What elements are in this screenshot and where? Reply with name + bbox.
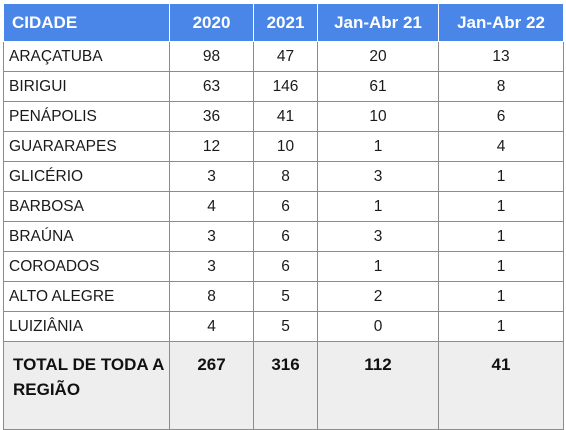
city-cell: BIRIGUI xyxy=(3,71,170,102)
header-cidade: CIDADE xyxy=(3,3,170,42)
table-row: LUIZIÂNIA 4 5 0 1 xyxy=(3,311,564,342)
table-row: BIRIGUI 63 146 61 8 xyxy=(3,71,564,102)
value-cell: 98 xyxy=(169,41,254,72)
value-cell: 4 xyxy=(438,131,564,162)
total-value: 112 xyxy=(317,341,439,430)
city-data-table: CIDADE 2020 2021 Jan-Abr 21 Jan-Abr 22 A… xyxy=(3,3,564,430)
table-row: BARBOSA 4 6 1 1 xyxy=(3,191,564,222)
value-cell: 1 xyxy=(438,281,564,312)
value-cell: 1 xyxy=(317,131,439,162)
value-cell: 0 xyxy=(317,311,439,342)
value-cell: 47 xyxy=(253,41,318,72)
header-jan-abr-21: Jan-Abr 21 xyxy=(317,3,439,42)
value-cell: 12 xyxy=(169,131,254,162)
total-row: TOTAL DE TODA A REGIÃO 267 316 112 41 xyxy=(3,341,564,430)
table-row: GLICÉRIO 3 8 3 1 xyxy=(3,161,564,192)
total-value: 41 xyxy=(438,341,564,430)
city-cell: ALTO ALEGRE xyxy=(3,281,170,312)
value-cell: 6 xyxy=(253,251,318,282)
value-cell: 6 xyxy=(253,191,318,222)
city-cell: ARAÇATUBA xyxy=(3,41,170,72)
value-cell: 4 xyxy=(169,191,254,222)
value-cell: 3 xyxy=(169,251,254,282)
value-cell: 2 xyxy=(317,281,439,312)
city-cell: PENÁPOLIS xyxy=(3,101,170,132)
table-row: ARAÇATUBA 98 47 20 13 xyxy=(3,41,564,72)
value-cell: 4 xyxy=(169,311,254,342)
city-cell: COROADOS xyxy=(3,251,170,282)
value-cell: 6 xyxy=(253,221,318,252)
city-cell: LUIZIÂNIA xyxy=(3,311,170,342)
total-label: TOTAL DE TODA A REGIÃO xyxy=(3,341,170,430)
header-row: CIDADE 2020 2021 Jan-Abr 21 Jan-Abr 22 xyxy=(3,3,564,42)
header-jan-abr-22: Jan-Abr 22 xyxy=(438,3,564,42)
value-cell: 3 xyxy=(169,161,254,192)
value-cell: 5 xyxy=(253,281,318,312)
value-cell: 10 xyxy=(253,131,318,162)
value-cell: 1 xyxy=(438,191,564,222)
value-cell: 1 xyxy=(438,311,564,342)
value-cell: 36 xyxy=(169,101,254,132)
value-cell: 8 xyxy=(253,161,318,192)
value-cell: 1 xyxy=(317,251,439,282)
table-row: ALTO ALEGRE 8 5 2 1 xyxy=(3,281,564,312)
value-cell: 146 xyxy=(253,71,318,102)
city-cell: GLICÉRIO xyxy=(3,161,170,192)
value-cell: 1 xyxy=(317,191,439,222)
value-cell: 8 xyxy=(438,71,564,102)
city-cell: BARBOSA xyxy=(3,191,170,222)
table-row: GUARARAPES 12 10 1 4 xyxy=(3,131,564,162)
value-cell: 1 xyxy=(438,251,564,282)
total-value: 267 xyxy=(169,341,254,430)
value-cell: 20 xyxy=(317,41,439,72)
table-row: BRAÚNA 3 6 3 1 xyxy=(3,221,564,252)
value-cell: 41 xyxy=(253,101,318,132)
value-cell: 3 xyxy=(317,161,439,192)
value-cell: 8 xyxy=(169,281,254,312)
total-value: 316 xyxy=(253,341,318,430)
value-cell: 1 xyxy=(438,161,564,192)
value-cell: 1 xyxy=(438,221,564,252)
value-cell: 10 xyxy=(317,101,439,132)
value-cell: 13 xyxy=(438,41,564,72)
city-cell: GUARARAPES xyxy=(3,131,170,162)
value-cell: 3 xyxy=(169,221,254,252)
value-cell: 6 xyxy=(438,101,564,132)
value-cell: 5 xyxy=(253,311,318,342)
header-2020: 2020 xyxy=(169,3,254,42)
header-2021: 2021 xyxy=(253,3,318,42)
value-cell: 63 xyxy=(169,71,254,102)
value-cell: 61 xyxy=(317,71,439,102)
table-row: PENÁPOLIS 36 41 10 6 xyxy=(3,101,564,132)
table-row: COROADOS 3 6 1 1 xyxy=(3,251,564,282)
value-cell: 3 xyxy=(317,221,439,252)
city-cell: BRAÚNA xyxy=(3,221,170,252)
